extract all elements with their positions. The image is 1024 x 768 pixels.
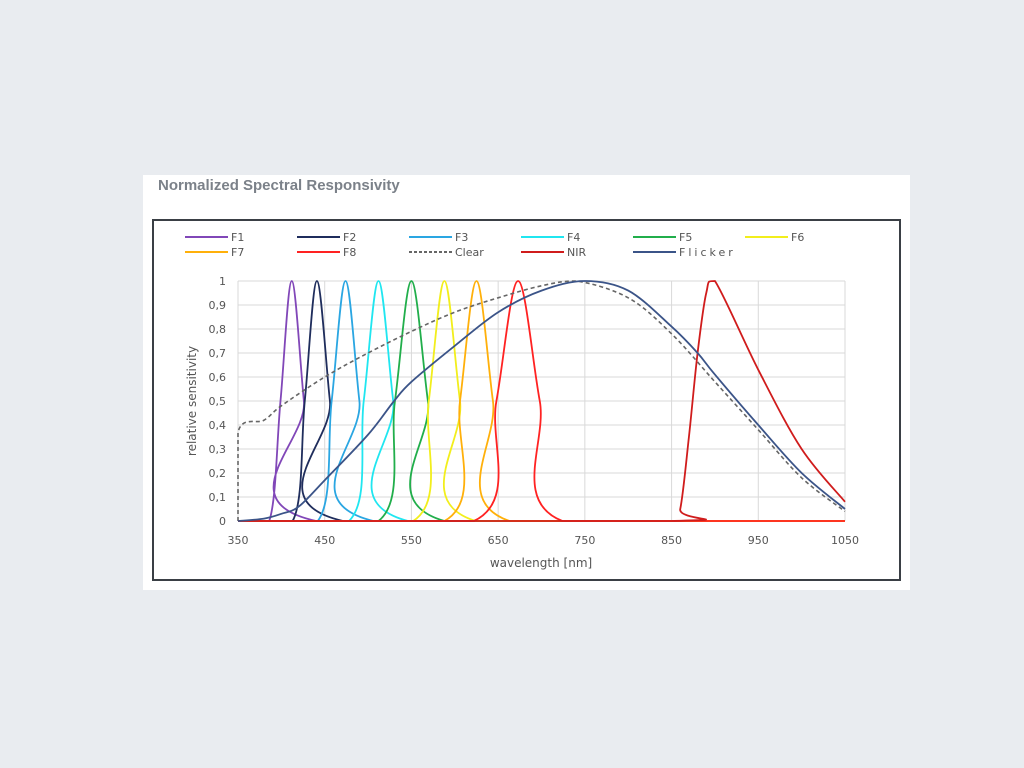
series-line-f4: [238, 280, 845, 522]
y-tick-label: 0: [219, 515, 226, 528]
y-tick-label: 0,5: [209, 395, 227, 408]
y-tick-label: 0,3: [209, 443, 227, 456]
y-tick-label: 0,7: [209, 347, 227, 360]
y-tick-label: 0,9: [209, 299, 227, 312]
legend-label: Flicker: [679, 246, 736, 259]
x-tick-label: 450: [314, 534, 335, 547]
x-tick-label: 650: [488, 534, 509, 547]
series-line-f8: [238, 280, 845, 522]
legend-label: F7: [231, 246, 244, 259]
series-line-f2: [238, 280, 845, 522]
x-axis-label: wavelength [nm]: [490, 556, 592, 570]
legend-label: F8: [343, 246, 356, 259]
x-tick-label: 750: [574, 534, 595, 547]
x-tick-label: 950: [748, 534, 769, 547]
legend-label: F1: [231, 231, 244, 244]
y-tick-label: 0,1: [209, 491, 227, 504]
x-tick-label: 850: [661, 534, 682, 547]
chart-frame: [152, 219, 901, 581]
x-tick-label: 350: [228, 534, 249, 547]
legend-label: F4: [567, 231, 580, 244]
y-tick-label: 0,8: [209, 323, 227, 336]
series-line-flicker: [237, 280, 846, 522]
legend-label: NIR: [567, 246, 586, 259]
legend-label: F6: [791, 231, 804, 244]
series-line-f6: [238, 280, 845, 522]
y-tick-label: 0,6: [209, 371, 227, 384]
y-tick-label: 0,2: [209, 467, 227, 480]
x-tick-label: 550: [401, 534, 422, 547]
series-line-f7: [238, 280, 845, 522]
legend-label: F5: [679, 231, 692, 244]
legend-label: F3: [455, 231, 468, 244]
y-axis-label: relative sensitivity: [185, 346, 199, 456]
series-line-nir: [238, 280, 846, 522]
x-tick-label: 1050: [831, 534, 859, 547]
series-line-f5: [238, 280, 845, 522]
series-line-f3: [238, 280, 845, 522]
legend-label: Clear: [455, 246, 484, 259]
y-tick-label: 0,4: [209, 419, 227, 432]
y-tick-label: 1: [219, 275, 226, 288]
series-line-f1: [238, 280, 845, 522]
legend-label: F2: [343, 231, 356, 244]
chart-title: Normalized Spectral Responsivity: [158, 177, 400, 194]
series-line-clear: [237, 280, 846, 521]
